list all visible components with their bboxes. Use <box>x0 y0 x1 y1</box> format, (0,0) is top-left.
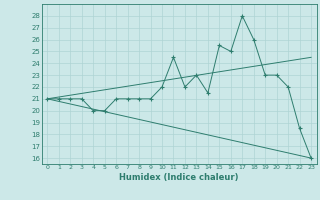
X-axis label: Humidex (Indice chaleur): Humidex (Indice chaleur) <box>119 173 239 182</box>
